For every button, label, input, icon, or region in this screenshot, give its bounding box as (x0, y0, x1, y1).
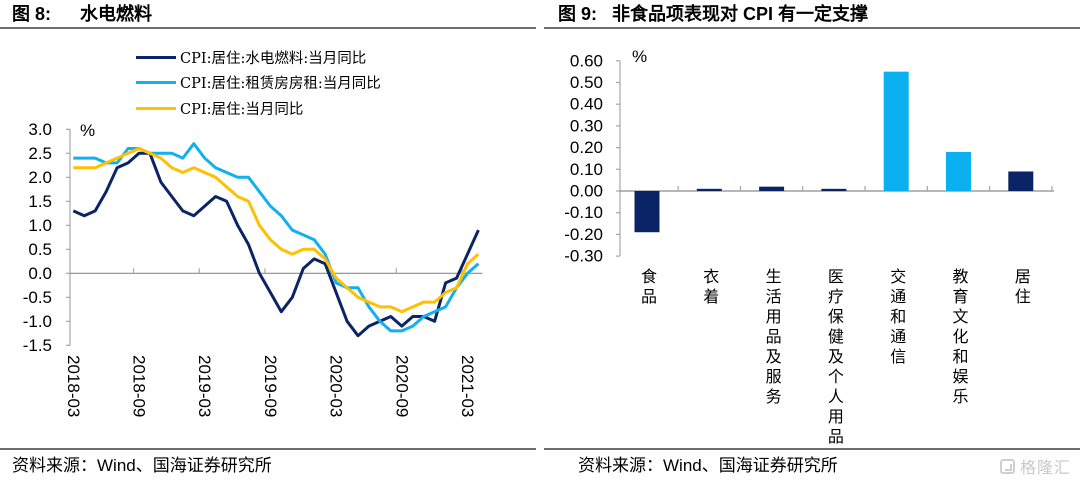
watermark-text: 格隆汇 (1020, 458, 1072, 477)
y-tick-label: 0.20 (570, 138, 603, 157)
y-tick-label: 1.5 (28, 192, 52, 211)
category-label: 居住 (1011, 268, 1031, 308)
header-rule-right (544, 27, 1080, 29)
legend-label: CPI:居住:水电燃料:当月同比 (180, 50, 367, 67)
line-chart-unit-label: % (80, 121, 96, 140)
y-tick-label: 0.50 (570, 73, 603, 92)
y-tick-label: 0.0 (28, 264, 52, 283)
y-tick-label: 1.0 (28, 216, 52, 235)
line-chart: 3.0 2.5 2.0 1.5 1.0 0.5 0.0 -0.5 -1.0 -1.5 2018-03… (23, 120, 483, 417)
bar (821, 188, 847, 191)
x-tick-label: 2020-03 (327, 355, 346, 417)
figure-8-title: 图 8: 水电燃料 (12, 1, 152, 27)
category-label: 食品 (638, 268, 657, 308)
bar (946, 151, 971, 191)
category-label: 教育文化和娱乐 (949, 268, 969, 408)
figure-8-label: 图 8: (12, 4, 52, 24)
legend-label: CPI:居住:当月同比 (180, 101, 304, 118)
x-tick-label: 2020-09 (392, 355, 411, 417)
y-tick-label: 0.30 (570, 116, 603, 135)
figure-9-label: 图 9: (558, 4, 598, 24)
legend-swatch (136, 80, 176, 84)
x-tick-label: 2018-09 (130, 355, 149, 417)
bar (759, 186, 785, 191)
y-tick-label: -0.20 (564, 225, 603, 244)
legend-item-utilities: CPI:居住:水电燃料:当月同比 (136, 47, 366, 67)
header-rule-left (0, 27, 536, 29)
bar-chart-unit-label: % (632, 47, 648, 66)
figure-8-source: 资料来源：Wind、国海证券研究所 (12, 456, 272, 475)
y-tick-label: -0.10 (564, 203, 603, 222)
figure-9-source: 资料来源：Wind、国海证券研究所 (578, 456, 838, 475)
x-tick-label: 2019-09 (261, 355, 280, 417)
glh-logo-icon (1000, 458, 1015, 474)
y-tick-label: 0.00 (570, 182, 603, 201)
legend-swatch (136, 55, 176, 59)
footer-rule-right (544, 448, 1080, 450)
bar-chart: 0.60 0.50 0.40 0.30 0.20 0.10 0.00 -0.10 -0.20 -0… (564, 51, 1054, 266)
y-tick-label: -1.5 (23, 336, 52, 355)
category-label: 生活用品及服务 (762, 268, 782, 408)
y-tick-label: -0.5 (23, 288, 52, 307)
series-line-utilities (72, 151, 480, 338)
figure-9-title: 图 9: 非食品项表现对 CPI 有一定支撑 (558, 1, 868, 27)
x-tick-label: 2018-03 (64, 355, 83, 417)
legend-label: CPI:居住:租赁房房租:当月同比 (180, 75, 381, 92)
bar (634, 191, 660, 233)
y-tick-label: 2.0 (28, 168, 52, 187)
y-tick-label: 0.10 (570, 160, 603, 179)
x-tick-label: 2019-03 (195, 355, 214, 417)
y-tick-label: 0.40 (570, 95, 603, 114)
category-label: 交通和通信 (887, 268, 907, 368)
category-label: 医疗保健及个人用品 (824, 268, 844, 448)
bar (1008, 171, 1034, 191)
y-tick-label: 0.60 (570, 51, 603, 70)
legend-item-rent: CPI:居住:租赁房房租:当月同比 (136, 72, 381, 92)
footer-rule-left (0, 448, 536, 450)
watermark: 格隆汇 (1000, 456, 1072, 477)
bar (883, 71, 909, 191)
figure-9-title-text: 非食品项表现对 CPI 有一定支撑 (612, 4, 869, 24)
figure-8-title-text: 水电燃料 (80, 4, 152, 24)
y-tick-label: -1.0 (23, 312, 52, 331)
y-tick-label: 3.0 (28, 120, 52, 139)
bar (696, 188, 722, 191)
legend-swatch (136, 106, 176, 110)
y-tick-label: 2.5 (28, 144, 52, 163)
category-label: 衣着 (700, 268, 720, 308)
legend-item-housing: CPI:居住:当月同比 (136, 98, 303, 118)
y-tick-label: 0.5 (28, 240, 52, 259)
x-tick-label: 2021-03 (458, 355, 477, 417)
y-tick-label: -0.30 (564, 247, 603, 266)
series-line-housing (73, 147, 480, 314)
